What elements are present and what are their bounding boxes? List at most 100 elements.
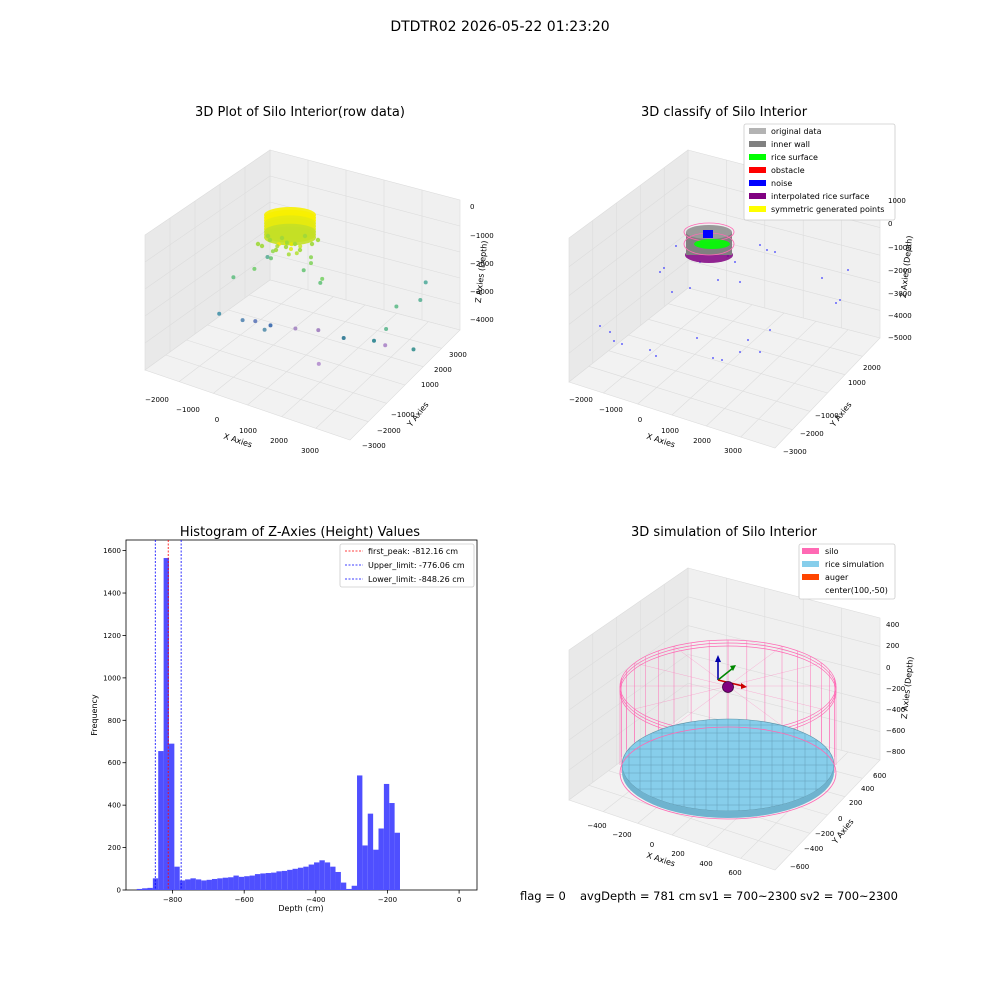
status-flag: flag = 0	[520, 889, 566, 903]
grid-line	[144, 201, 271, 290]
rice-cylinder-layer	[264, 229, 316, 246]
p2-ytick: 1000	[848, 379, 866, 387]
hist-bar	[340, 882, 347, 890]
legend-label: silo	[825, 547, 839, 556]
noise-point	[675, 245, 677, 247]
data-point	[231, 275, 236, 280]
silo-spoke	[634, 662, 729, 687]
panel1-grid	[144, 160, 461, 429]
hist-bar	[238, 876, 245, 890]
hist-bar	[211, 878, 218, 890]
legend-label: original data	[771, 127, 822, 136]
hist-bar	[244, 876, 250, 890]
p4-ytick: 600	[873, 772, 886, 780]
data-point	[259, 243, 265, 249]
silo-spoke	[727, 646, 783, 687]
hist-axes-frame	[125, 539, 478, 891]
data-point	[315, 237, 321, 243]
data-point	[292, 241, 298, 247]
hist-y-ticks: 0 200 400 600 800 1000 1200 1400 1600	[103, 547, 126, 895]
hist-bar	[265, 873, 272, 890]
legend-swatch-silo	[802, 548, 819, 554]
p4-ytick: −400	[804, 845, 823, 853]
hist-bar	[249, 875, 255, 890]
p1-xtick: 2000	[270, 437, 288, 445]
noise-point	[689, 287, 691, 289]
hist-bar	[228, 877, 234, 890]
noise-point	[613, 340, 615, 342]
p4-xtick: −400	[587, 822, 606, 830]
p4-xtick: 200	[671, 850, 684, 858]
noise-point	[747, 339, 749, 341]
hist-legend: first_peak: -812.16 cm Upper_limit: -776…	[339, 543, 475, 588]
noise-point	[649, 349, 651, 351]
grid-line	[144, 175, 271, 263]
p2-xtick: 1000	[661, 427, 679, 435]
hist-bar	[254, 874, 261, 890]
p4-ztick: −600	[886, 727, 905, 735]
hist-bar	[206, 879, 212, 890]
noise-point	[774, 251, 776, 253]
p2-ztick: −4000	[888, 312, 912, 320]
noise-point	[721, 359, 723, 361]
grid-line	[568, 260, 689, 354]
panel-simulation-3d: 3D simulation of Silo Interior silo rice…	[568, 525, 915, 877]
grid-line	[668, 303, 863, 357]
hist-bar	[142, 888, 148, 890]
noise-point	[712, 357, 714, 359]
panel-classify-3d: 3D classify of Silo Interior original da…	[568, 105, 914, 456]
panel1-3d-box	[144, 149, 461, 441]
data-point	[394, 304, 399, 309]
noise-point	[621, 343, 623, 345]
hist-bar	[260, 873, 266, 890]
p1-xtick: −2000	[145, 396, 169, 404]
hist-bar	[195, 879, 202, 890]
grid-line	[568, 654, 689, 741]
hist-bar	[147, 887, 153, 890]
noise-point	[739, 281, 741, 283]
panel2-title: 3D classify of Silo Interior	[641, 105, 808, 120]
grid-line	[687, 596, 881, 647]
grid-line	[687, 654, 881, 704]
data-point	[309, 255, 313, 260]
hist-bar	[174, 866, 180, 890]
data-point	[372, 338, 376, 343]
grid-line	[568, 596, 689, 681]
data-point	[269, 256, 273, 261]
p2-ztick: 1000	[888, 197, 906, 205]
data-point	[289, 247, 293, 251]
data-point	[262, 327, 267, 332]
noise-point	[769, 329, 771, 331]
hist-bar	[319, 860, 325, 890]
grid-line	[568, 177, 689, 268]
p2-xtick: −2000	[569, 396, 593, 404]
grid-line	[568, 232, 689, 325]
hist-bar	[346, 888, 352, 890]
grid-line	[687, 204, 881, 256]
hist-bar	[389, 803, 395, 890]
hist-bar	[179, 880, 186, 890]
p4-ztick: −400	[886, 706, 905, 714]
hist-bar	[330, 866, 336, 890]
data-point	[316, 328, 321, 333]
p2-rice-surface	[694, 239, 730, 249]
hist-ytick-label: 0	[117, 887, 121, 895]
data-point	[240, 318, 245, 323]
hist-bar	[201, 880, 207, 890]
grid-line	[165, 354, 369, 422]
legend-label: interpolated rice surface	[771, 192, 869, 201]
hist-bar	[357, 775, 363, 890]
p2-xtick: −1000	[599, 406, 623, 414]
legend-swatch-noise	[749, 180, 766, 186]
grid-line	[144, 253, 271, 344]
hist-bar	[168, 743, 175, 890]
hist-bar	[163, 558, 169, 890]
data-point	[267, 237, 273, 243]
panel2-legend: original data inner wall rice surface ob…	[743, 123, 896, 221]
legend-swatch-inner-wall	[749, 141, 766, 147]
legend-label: symmetric generated points	[771, 205, 884, 214]
hist-bar	[335, 871, 341, 890]
p2-ztick: −2000	[888, 267, 912, 275]
hist-bar	[222, 877, 229, 890]
